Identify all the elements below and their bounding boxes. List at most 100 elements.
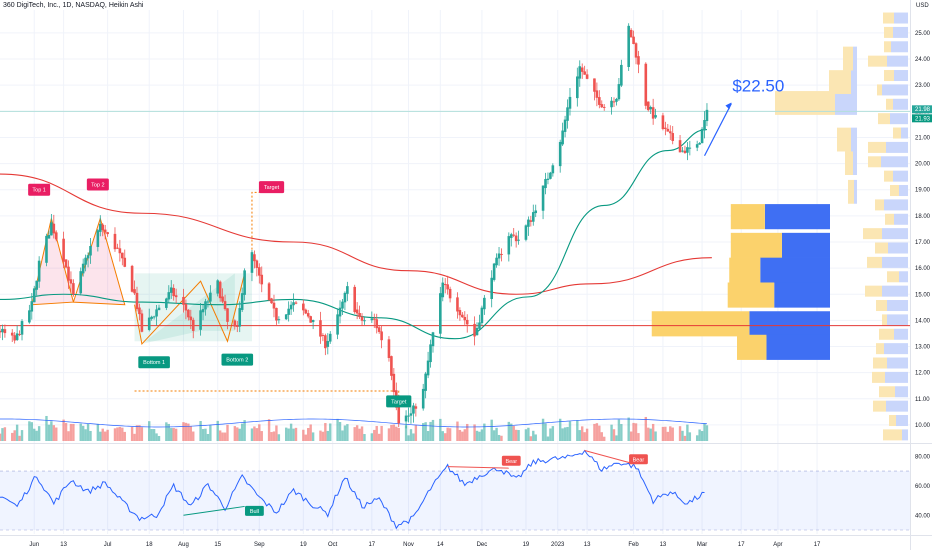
- rsi-bear-divergence-line-1: [447, 466, 509, 469]
- pattern-annotations: Top 1 Top 2 Bottom 1 Bottom 2 Target Target: [28, 178, 412, 408]
- time-tick-label: Aug: [178, 542, 189, 548]
- volume-bar: [96, 423, 100, 441]
- candle-body: [566, 107, 569, 121]
- volume-profile-faded-down-row: [835, 91, 857, 115]
- time-tick-label: Sep: [254, 542, 265, 548]
- volume-profile-down-row: [781, 232, 830, 258]
- candle-body: [358, 313, 361, 318]
- bottom-target-label: Target: [391, 399, 407, 405]
- volume-profile-down-row: [749, 311, 830, 337]
- volume-bar: [475, 430, 479, 441]
- volume-bar: [466, 423, 469, 441]
- volume-bar: [15, 424, 19, 441]
- volume-profile-faded-down-row: [853, 46, 857, 71]
- volume-bar: [250, 428, 254, 441]
- candle-body: [15, 333, 19, 340]
- volume-bar: [473, 424, 476, 441]
- volume-bar: [353, 427, 356, 441]
- candle-body: [341, 301, 344, 309]
- volume-bar: [336, 418, 339, 441]
- candle-body: [443, 284, 447, 286]
- candle-body: [240, 293, 244, 310]
- session-profile-down-row: [881, 156, 908, 168]
- volume-bar: [500, 435, 503, 441]
- candle-body: [509, 234, 513, 238]
- top-target-box: [258, 181, 285, 194]
- volume-bar: [47, 424, 51, 441]
- volume-bar: [238, 428, 241, 441]
- top-1-box: [28, 183, 51, 196]
- session-profile-up-row: [884, 26, 893, 38]
- volume-bar: [507, 421, 511, 441]
- rsi-bear-2-label: Bear: [633, 457, 645, 463]
- candle-body: [343, 292, 347, 303]
- volume-bar: [578, 430, 581, 441]
- volume-bar: [13, 430, 16, 441]
- candle-body: [235, 325, 239, 327]
- currency-label: USD: [916, 3, 929, 9]
- price-tick-label: 14.00: [915, 318, 931, 324]
- candle-body: [576, 76, 579, 99]
- candle-body: [47, 235, 51, 239]
- candle-body: [324, 335, 327, 349]
- candle-body: [683, 150, 687, 153]
- session-profile-down-row: [882, 256, 908, 268]
- volume-bar: [267, 419, 271, 441]
- candle-body: [289, 304, 293, 310]
- candle-body: [338, 307, 342, 317]
- candle-body: [233, 320, 237, 327]
- candle-body: [302, 303, 305, 311]
- candle-body: [541, 185, 545, 211]
- volume-bar: [527, 427, 530, 441]
- candle-body: [223, 301, 227, 310]
- candle-body: [372, 318, 376, 320]
- last-price-badge: [912, 105, 932, 114]
- volume-bar: [324, 423, 327, 441]
- candle-body: [284, 314, 288, 320]
- session-profile-up-row: [873, 400, 886, 412]
- volume-bar: [287, 428, 290, 441]
- volume-bar: [615, 435, 618, 441]
- volume-bar: [563, 427, 567, 441]
- double-bottom-fill: [134, 273, 235, 344]
- candle-body: [688, 147, 692, 149]
- rsi-bull-divergence-line: [183, 505, 245, 516]
- candle-body: [412, 405, 415, 414]
- candle-body: [328, 333, 332, 342]
- rsi-bull-box: [245, 505, 264, 516]
- candle-body: [595, 90, 599, 98]
- volume-bar: [50, 421, 53, 441]
- volume-bar: [292, 428, 295, 441]
- volume-bar: [79, 423, 82, 441]
- volume-bar: [3, 427, 7, 441]
- volume-bar: [20, 430, 24, 441]
- candle-body: [634, 43, 638, 58]
- session-profile-down-row: [887, 300, 908, 312]
- volume-bar: [189, 426, 193, 441]
- candle-body: [458, 310, 462, 316]
- candle-body: [431, 332, 435, 347]
- volume-bars: [0, 415, 709, 441]
- volume-profile-down-row: [764, 204, 830, 230]
- volume-bar: [311, 432, 315, 441]
- candle-body: [201, 309, 205, 313]
- rsi-pane: [0, 449, 910, 531]
- candle-body: [602, 106, 606, 108]
- candle-body: [50, 222, 53, 236]
- volume-bar: [404, 425, 408, 441]
- time-tick-label: Dec: [477, 542, 488, 548]
- volume-bar: [490, 419, 493, 441]
- volume-bar: [629, 431, 633, 441]
- volume-bar: [561, 428, 564, 441]
- candle-body: [118, 248, 122, 254]
- volume-bar: [326, 430, 329, 441]
- volume-profile-up-row: [730, 232, 782, 258]
- volume-bar: [148, 421, 151, 441]
- volume-bar: [703, 423, 706, 441]
- volume-profile-faded-up-row: [843, 46, 853, 71]
- bottom-2-label: Bottom 2: [226, 358, 248, 364]
- volume-bar: [64, 422, 68, 441]
- candle-body: [206, 301, 210, 303]
- candle-body: [698, 143, 701, 145]
